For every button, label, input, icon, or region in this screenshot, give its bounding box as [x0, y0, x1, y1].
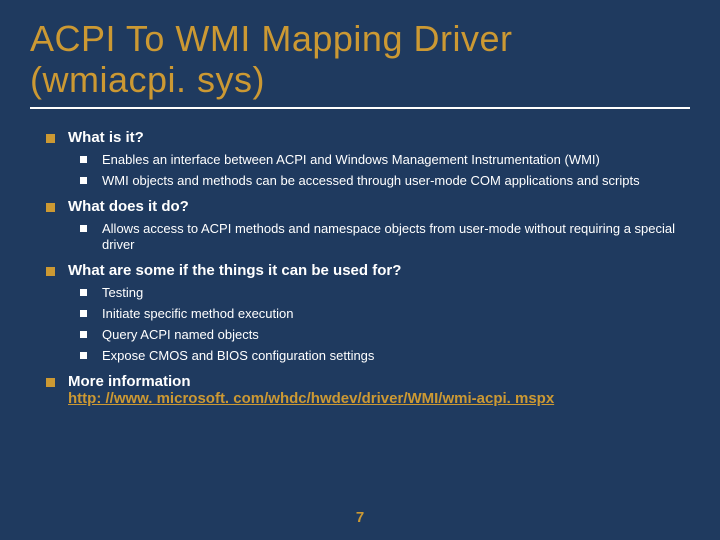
page-number: 7	[0, 509, 720, 526]
list-item: WMI objects and methods can be accessed …	[80, 173, 690, 190]
sub-list: Enables an interface between ACPI and Wi…	[68, 152, 690, 190]
list-item: Expose CMOS and BIOS configuration setti…	[80, 348, 690, 365]
section-what-does-it-do: What does it do? Allows access to ACPI m…	[46, 198, 690, 255]
section-heading: What are some if the things it can be us…	[68, 262, 401, 279]
title-line-2: (wmiacpi. sys)	[30, 59, 265, 100]
title-line-1: ACPI To WMI Mapping Driver	[30, 18, 512, 59]
list-item: Allows access to ACPI methods and namesp…	[80, 221, 690, 255]
section-uses: What are some if the things it can be us…	[46, 262, 690, 365]
section-heading: More information	[68, 373, 191, 390]
section-what-is-it: What is it? Enables an interface between…	[46, 129, 690, 190]
sub-list: Testing Initiate specific method executi…	[68, 285, 690, 365]
section-more-info: More information http: //www. microsoft.…	[46, 373, 690, 407]
section-heading: What is it?	[68, 129, 144, 146]
sub-list: Allows access to ACPI methods and namesp…	[68, 221, 690, 255]
content-list: What is it? Enables an interface between…	[30, 129, 690, 407]
slide-title: ACPI To WMI Mapping Driver (wmiacpi. sys…	[30, 18, 690, 109]
list-item: Enables an interface between ACPI and Wi…	[80, 152, 690, 169]
list-item: Initiate specific method execution	[80, 306, 690, 323]
list-item: Testing	[80, 285, 690, 302]
section-heading: What does it do?	[68, 198, 189, 215]
more-info-link[interactable]: http: //www. microsoft. com/whdc/hwdev/d…	[68, 390, 554, 407]
list-item: Query ACPI named objects	[80, 327, 690, 344]
